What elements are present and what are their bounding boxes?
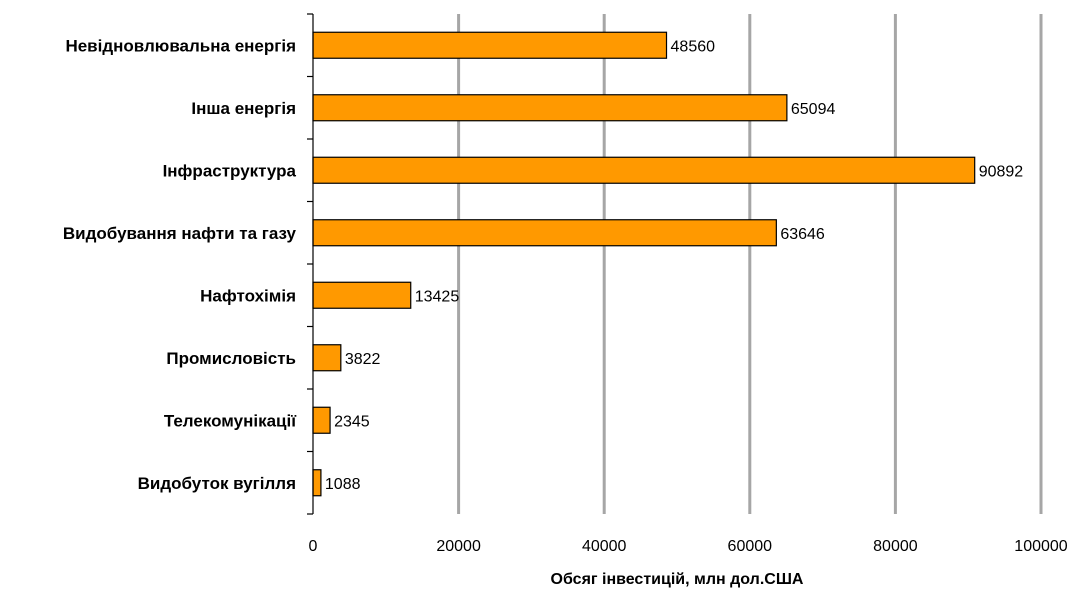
category-label: Інша енергія: [191, 99, 296, 118]
data-label: 63646: [780, 226, 825, 243]
bar: [313, 95, 787, 121]
category-labels: Невідновлювальна енергія Інша енергія Інфр…: [63, 36, 297, 493]
x-tick-label: 20000: [436, 538, 481, 555]
category-label: Промисловість: [166, 349, 296, 368]
x-tick-labels: 0 20000 40000 60000 80000 100000: [309, 538, 1068, 555]
bar: [313, 407, 330, 433]
bar: [313, 157, 975, 183]
category-label: Видобуток вугілля: [138, 474, 296, 493]
data-label: 1088: [325, 476, 361, 493]
category-label: Невідновлювальна енергія: [65, 36, 296, 55]
data-label: 65094: [791, 101, 836, 118]
x-tick-label: 60000: [728, 538, 773, 555]
y-axis: [307, 14, 313, 514]
bar: [313, 32, 667, 58]
data-label: 48560: [671, 38, 716, 55]
x-axis-title: Обсяг інвестицій, млн дол.США: [551, 571, 804, 588]
x-tick-label: 100000: [1014, 538, 1067, 555]
category-label: Інфраструктура: [163, 161, 297, 180]
bar: [313, 470, 321, 496]
bars: [313, 32, 975, 496]
category-label: Видобування нафти та газу: [63, 224, 297, 243]
bar: [313, 220, 776, 246]
x-tick-label: 80000: [873, 538, 918, 555]
bar: [313, 282, 411, 308]
data-label: 13425: [415, 288, 460, 305]
category-label: Нафтохімія: [200, 286, 296, 305]
data-label: 2345: [334, 413, 370, 430]
x-tick-label: 40000: [582, 538, 627, 555]
x-tick-label: 0: [309, 538, 318, 555]
category-label: Телекомунікації: [164, 411, 297, 430]
data-label: 3822: [345, 351, 381, 368]
gridlines: [459, 14, 1041, 514]
data-label: 90892: [979, 163, 1024, 180]
bar: [313, 345, 341, 371]
